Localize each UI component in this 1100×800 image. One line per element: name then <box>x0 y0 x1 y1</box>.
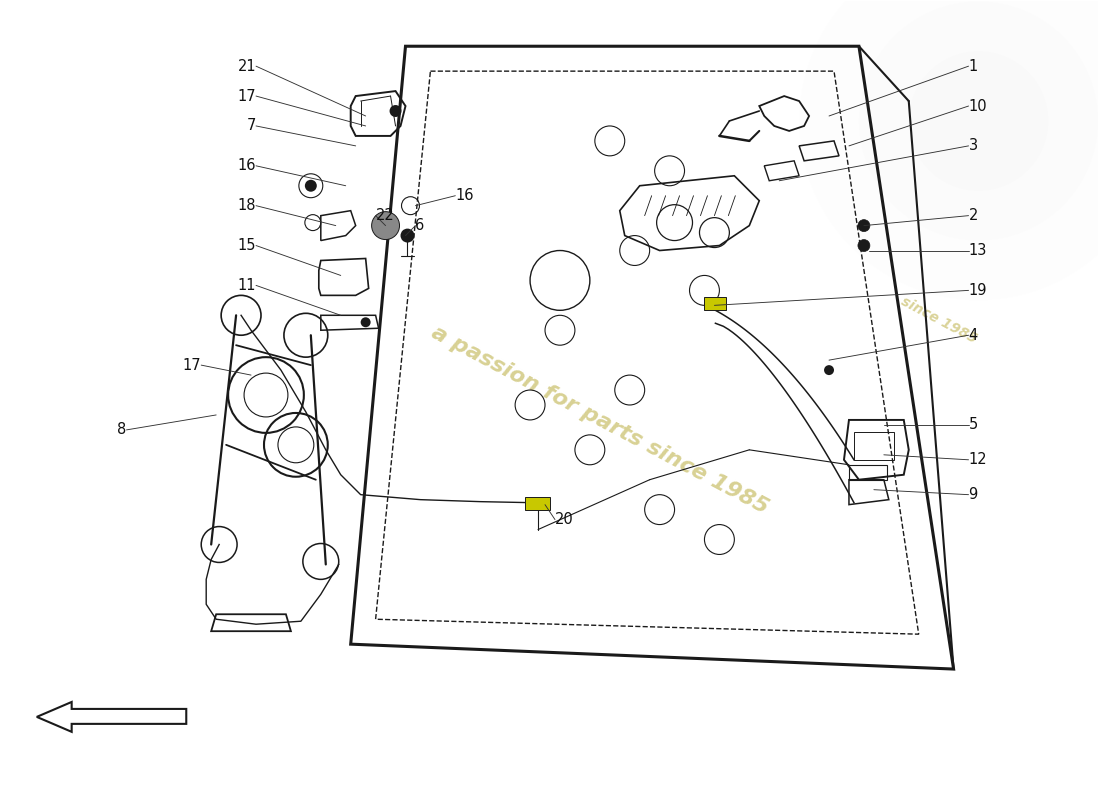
Text: 17: 17 <box>183 358 201 373</box>
Text: since 1985: since 1985 <box>899 294 979 346</box>
Circle shape <box>824 365 834 375</box>
Bar <box>704 298 726 310</box>
Text: 7: 7 <box>246 118 256 134</box>
Circle shape <box>909 51 1048 190</box>
Text: 21: 21 <box>238 58 256 74</box>
Text: 9: 9 <box>968 487 978 502</box>
Circle shape <box>372 212 399 239</box>
Text: 15: 15 <box>238 238 256 253</box>
Text: 3: 3 <box>968 138 978 154</box>
Text: 10: 10 <box>968 98 987 114</box>
Text: 2: 2 <box>968 208 978 223</box>
Text: 16: 16 <box>238 158 256 174</box>
Text: 20: 20 <box>556 512 574 527</box>
Bar <box>854 432 894 460</box>
Text: 18: 18 <box>238 198 256 213</box>
Circle shape <box>389 105 402 117</box>
Text: 8: 8 <box>118 422 127 438</box>
Text: 4: 4 <box>968 328 978 342</box>
Circle shape <box>858 220 870 231</box>
Text: 6: 6 <box>416 218 425 233</box>
Bar <box>849 465 887 480</box>
Text: 17: 17 <box>238 89 256 103</box>
Text: 16: 16 <box>455 188 474 203</box>
Text: 1: 1 <box>968 58 978 74</box>
Text: 11: 11 <box>238 278 256 293</box>
Circle shape <box>305 180 317 192</box>
Text: 22: 22 <box>375 208 395 223</box>
Text: 13: 13 <box>968 243 987 258</box>
Circle shape <box>859 2 1098 241</box>
Text: 19: 19 <box>968 283 987 298</box>
Text: 5: 5 <box>968 418 978 433</box>
Bar <box>525 497 550 510</box>
Text: 12: 12 <box>968 452 987 467</box>
Circle shape <box>858 239 870 251</box>
Circle shape <box>799 0 1100 300</box>
Circle shape <box>361 318 371 327</box>
Circle shape <box>400 229 415 242</box>
Text: a passion for parts since 1985: a passion for parts since 1985 <box>428 322 772 518</box>
